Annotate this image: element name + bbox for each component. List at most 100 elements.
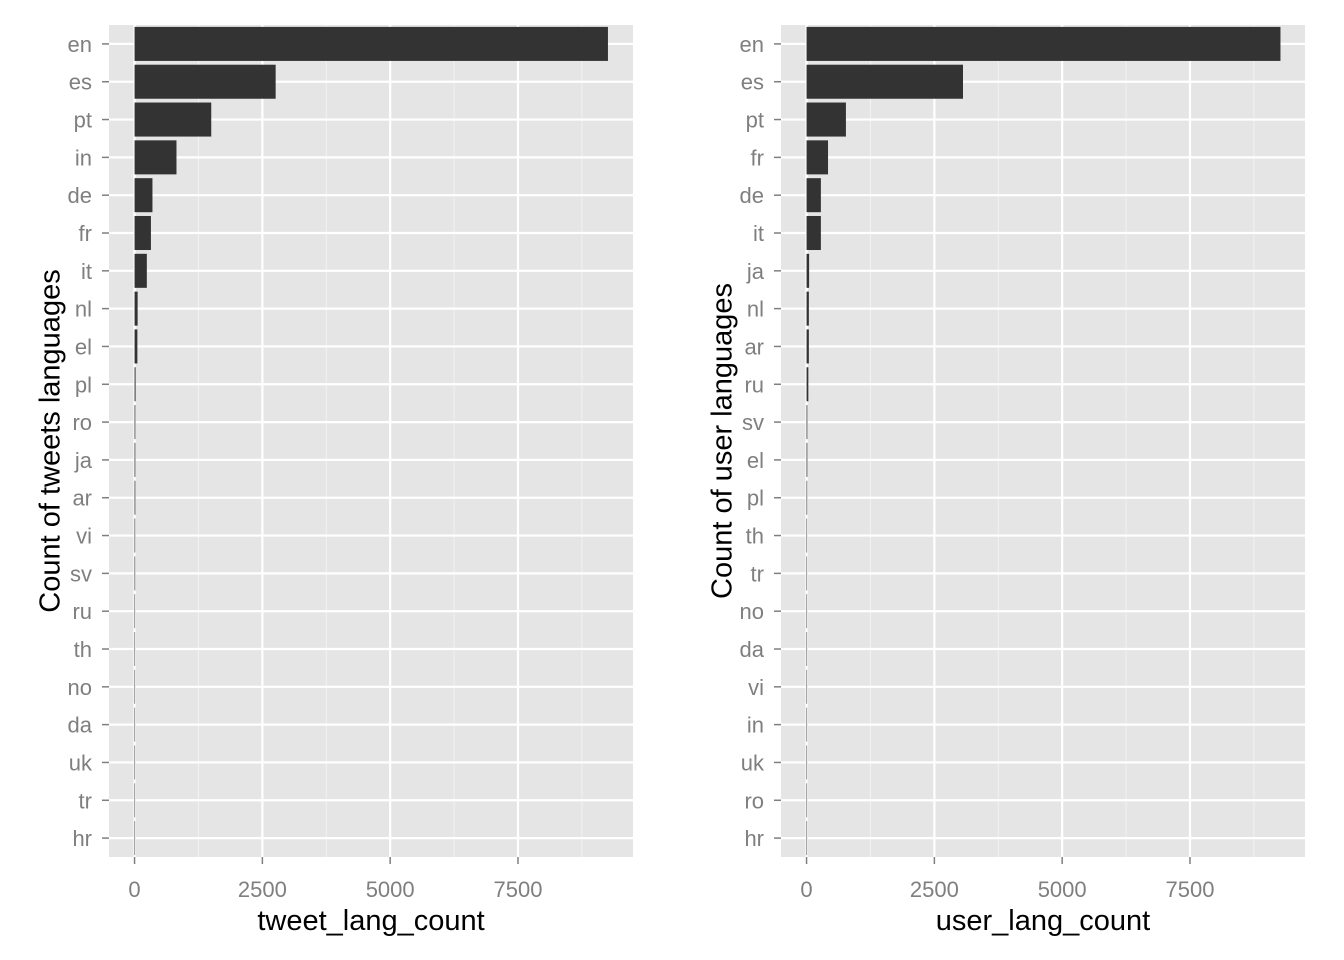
bar-en <box>134 26 608 61</box>
bar-pl <box>134 367 136 402</box>
y-tick-label: fr <box>79 221 92 246</box>
y-tick-label: nl <box>747 297 764 322</box>
y-tick-label: th <box>746 524 764 549</box>
x-tick-label: 7500 <box>1165 877 1214 902</box>
bar-tr <box>806 556 808 591</box>
bar-el <box>134 329 138 364</box>
y-tick-label: no <box>740 599 764 624</box>
y-tick-label: uk <box>69 750 93 775</box>
y-tick-label: ru <box>744 372 764 397</box>
bar-nl <box>806 291 809 326</box>
user-lang-chart: en es pt fr de it ja nl ar ru sv el pl th tr no da vi in uk… <box>707 25 1305 937</box>
bar-hr <box>134 821 136 856</box>
bar-fr <box>806 140 829 175</box>
y-tick-label: sv <box>742 410 764 435</box>
bar-vi <box>134 518 136 553</box>
bar-sv <box>134 556 136 591</box>
bar-es <box>134 64 276 99</box>
y-tick-label: en <box>740 32 764 57</box>
y-tick-label: de <box>740 183 764 208</box>
y-tick-label: hr <box>744 826 764 851</box>
y-tick-label: nl <box>75 297 92 322</box>
y-tick-label: ro <box>72 410 92 435</box>
y-tick-label: es <box>69 70 92 95</box>
y-tick-label: el <box>75 334 92 359</box>
y-tick-label: th <box>74 637 92 662</box>
bar-no <box>134 669 136 704</box>
y-tick-label: it <box>81 259 92 284</box>
bar-uk <box>806 745 808 780</box>
bar-da <box>134 707 136 742</box>
y-tick-label: tr <box>751 561 764 586</box>
y-tick-label: el <box>747 448 764 473</box>
y-tick-label: pt <box>74 108 92 133</box>
y-tick-label: ja <box>74 448 93 473</box>
y-tick-label: ru <box>72 599 92 624</box>
x-tick-label: 2500 <box>238 877 287 902</box>
bar-fr <box>134 215 151 251</box>
y-tick-label: de <box>68 183 92 208</box>
bar-uk <box>134 745 136 780</box>
tweet-lang-chart: en es pt in de fr it nl el pl ro ja ar vi sv ru th no da uk… <box>35 25 633 937</box>
y-tick-label: ro <box>744 788 764 813</box>
bar-de <box>134 178 153 213</box>
bar-th <box>134 631 136 667</box>
bar-vi <box>806 669 808 704</box>
y-tick-label: ja <box>746 259 765 284</box>
plot-panel <box>781 25 1305 857</box>
bar-ro <box>134 405 136 440</box>
bar-th <box>806 518 808 553</box>
bar-ro <box>806 783 808 818</box>
y-tick-label: vi <box>748 675 764 700</box>
bar-no <box>806 594 808 629</box>
plot-panel <box>109 25 633 857</box>
x-axis-title: user_lang_count <box>936 905 1150 937</box>
x-axis-title: tweet_lang_count <box>257 905 484 937</box>
y-tick-label: in <box>75 145 92 170</box>
bar-ru <box>806 367 809 402</box>
y-tick-label: it <box>753 221 764 246</box>
y-tick-label: da <box>68 713 93 738</box>
y-tick-label: ar <box>744 334 764 359</box>
x-tick-label: 5000 <box>1038 877 1087 902</box>
y-tick-label: tr <box>79 788 92 813</box>
y-tick-label: pl <box>747 486 764 511</box>
y-tick-label: da <box>740 637 765 662</box>
bar-pt <box>806 102 846 137</box>
bar-it <box>806 215 821 251</box>
x-tick-label: 0 <box>800 877 812 902</box>
bar-da <box>806 631 808 667</box>
bar-it <box>134 253 147 288</box>
bar-ru <box>134 594 136 629</box>
y-tick-label: sv <box>70 561 92 586</box>
bar-en <box>806 26 1281 61</box>
x-tick-label: 5000 <box>366 877 415 902</box>
y-tick-label: es <box>741 70 764 95</box>
y-tick-label: fr <box>751 145 764 170</box>
bar-in <box>806 707 808 742</box>
bar-ja <box>806 253 810 288</box>
y-tick-label: uk <box>741 750 765 775</box>
bar-tr <box>134 783 136 818</box>
y-tick-label: en <box>68 32 92 57</box>
bar-ja <box>134 442 136 477</box>
bar-hr <box>806 821 808 856</box>
y-tick-label: hr <box>72 826 92 851</box>
y-tick-label: pl <box>75 372 92 397</box>
y-tick-label: in <box>747 713 764 738</box>
y-tick-label: ar <box>72 486 92 511</box>
y-axis-title: Count of tweets languages <box>35 269 67 612</box>
bar-sv <box>806 405 808 440</box>
bar-in <box>134 140 177 175</box>
x-tick-label: 7500 <box>493 877 542 902</box>
x-tick-label: 0 <box>128 877 140 902</box>
y-axis-title: Count of user languages <box>707 283 739 599</box>
bar-es <box>806 64 963 99</box>
bar-pl <box>806 480 808 515</box>
bar-pt <box>134 102 212 137</box>
y-tick-label: vi <box>76 524 92 549</box>
bar-ar <box>134 480 136 515</box>
bar-de <box>806 178 821 213</box>
x-tick-label: 2500 <box>910 877 959 902</box>
